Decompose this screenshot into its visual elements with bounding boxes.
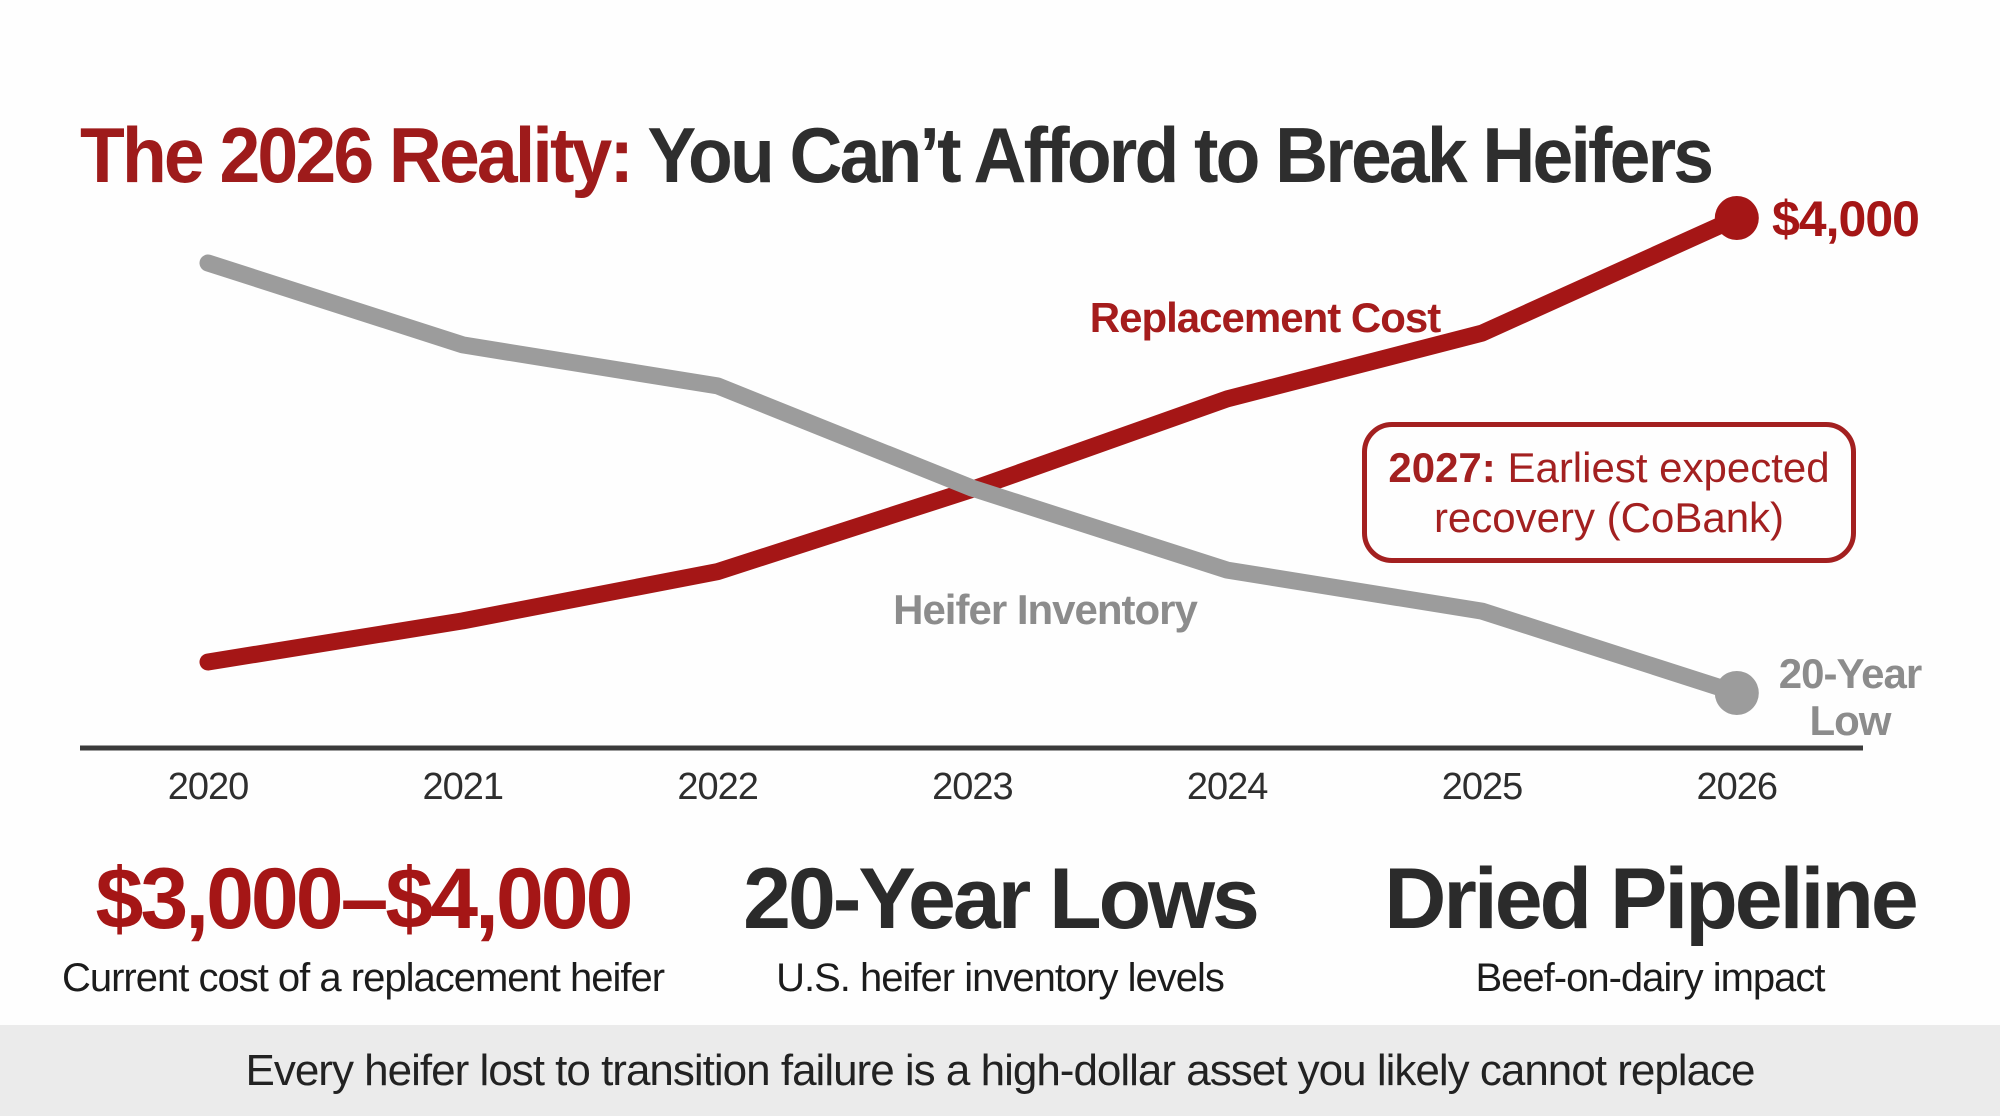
x-axis-tick-2026: 2026 <box>1696 766 1779 808</box>
footer-banner: Every heifer lost to transition failure … <box>0 1025 2000 1116</box>
title-highlight: The 2026 Reality: <box>80 111 634 200</box>
recovery-annotation-box: 2027: Earliest expected recovery (CoBank… <box>1362 422 1856 564</box>
stat-value: 20-Year Lows <box>743 851 1260 947</box>
x-axis-tick-2024: 2024 <box>1186 766 1269 808</box>
annotation-text: Earliest expected recovery (CoBank) <box>1433 444 1830 541</box>
heifer-inventory-line-label: Heifer Inventory <box>893 586 1198 633</box>
annotation-year: 2027: <box>1388 444 1496 491</box>
x-axis-tick-2022: 2022 <box>677 766 759 808</box>
stat-value: Dried Pipeline <box>1384 851 1918 947</box>
heifer-inventory-end-dot <box>1714 671 1759 715</box>
footer-text: Every heifer lost to transition failure … <box>245 1045 1755 1095</box>
x-axis-tick-2020: 2020 <box>167 766 250 808</box>
x-axis-tick-2023: 2023 <box>932 766 1014 808</box>
replacement-cost-end-dot <box>1714 196 1759 240</box>
x-axis-tick-2021: 2021 <box>422 766 505 808</box>
title-rest: You Can’t Afford to Break Heifers <box>631 111 1714 200</box>
replacement-cost-line-label: Replacement Cost <box>1089 294 1441 341</box>
page-title: The 2026 Reality: You Can’t Afford to Br… <box>80 116 1866 194</box>
replacement-cost-end-value-label: $4,000 <box>1772 191 1920 247</box>
stat-label: Beef-on-dairy impact <box>1475 956 1825 1000</box>
stat-label: U.S. heifer inventory levels <box>776 956 1225 1000</box>
stat-value: $3,000–$4,000 <box>95 851 634 947</box>
heifer-inventory-end-label: 20-Year Low <box>1778 650 1922 745</box>
stat-label: Current cost of a replacement heifer <box>61 956 665 1000</box>
heifer-inventory-line <box>199 254 1746 702</box>
x-axis-tick-2025: 2025 <box>1441 766 1524 808</box>
